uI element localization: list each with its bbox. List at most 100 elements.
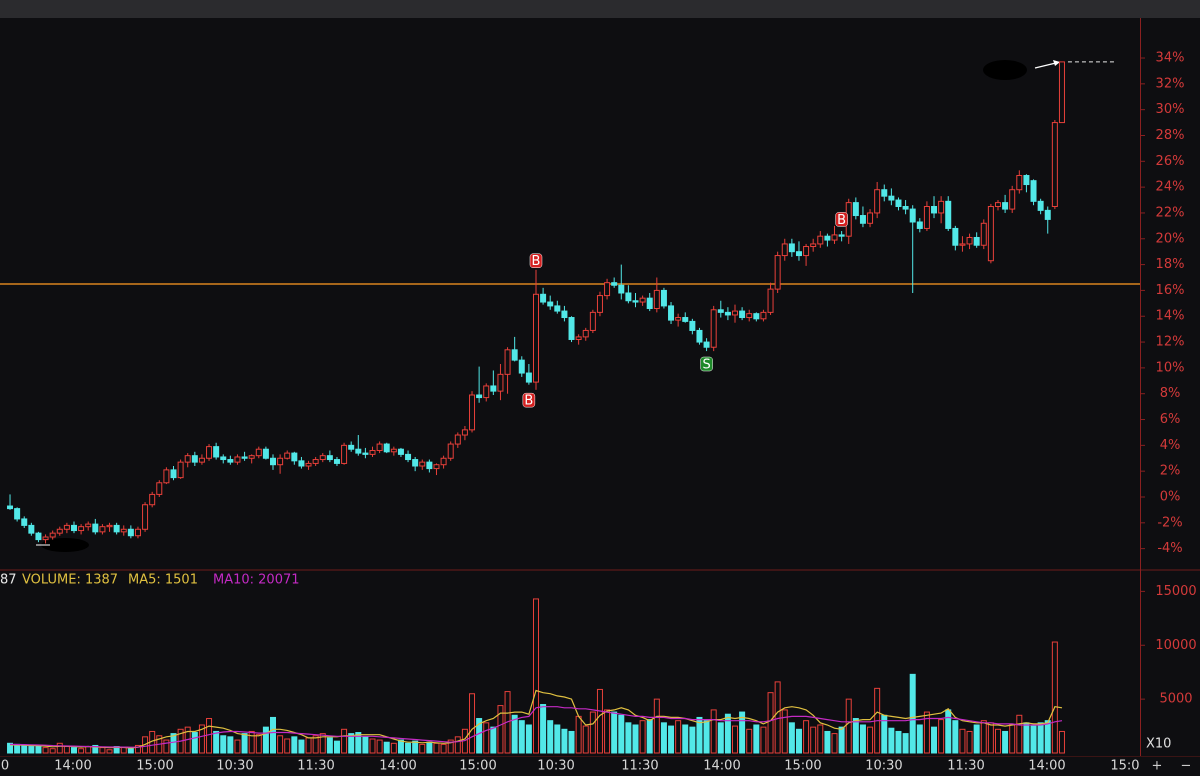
volume-bar	[867, 726, 874, 754]
volume-bar	[433, 742, 440, 754]
volume-bar	[56, 742, 63, 754]
y-tick-label: 32%	[1156, 76, 1185, 91]
y-tick-label: 24%	[1156, 180, 1185, 195]
candle-body	[824, 235, 831, 241]
candle-body	[739, 310, 746, 319]
volume-bar	[611, 711, 618, 754]
volume-bar	[916, 724, 923, 754]
y-tick-label: 20%	[1156, 231, 1185, 246]
x-tick-label: 10:30	[865, 759, 902, 774]
candle-body	[724, 311, 731, 316]
candle-body	[312, 459, 319, 464]
volume-unit: X10	[1146, 737, 1171, 752]
volume-bar	[284, 738, 291, 754]
volume-bar	[952, 720, 959, 754]
candle-body	[92, 523, 99, 533]
candle-body	[931, 205, 938, 214]
candle-body	[867, 212, 874, 224]
candle-body	[21, 518, 28, 526]
price-arrow-head	[1053, 60, 1060, 66]
candle-body	[1023, 175, 1030, 186]
x-tick-label: 11:30	[297, 759, 334, 774]
volume-bar	[575, 715, 582, 754]
y-tick-label: 0%	[1160, 489, 1181, 504]
candle-body	[262, 448, 269, 459]
volume-bar	[689, 726, 696, 754]
trade-marker-label: B	[524, 394, 533, 409]
candle-body	[938, 200, 945, 214]
trade-marker	[700, 356, 713, 372]
volume-bar	[14, 743, 21, 754]
candle-body	[1058, 61, 1065, 124]
candle-body	[390, 448, 397, 453]
volume-bar	[852, 718, 859, 754]
candle-body	[7, 505, 14, 510]
moving-average-line	[9, 706, 1063, 748]
volume-bar	[248, 730, 255, 754]
volume-bar	[355, 732, 362, 754]
volume-bar	[895, 730, 902, 754]
candle-body	[859, 215, 866, 224]
candle-body	[831, 234, 838, 241]
candle-body	[568, 317, 575, 340]
candle-body	[547, 301, 554, 307]
volume-bar	[440, 743, 447, 754]
volume-bar	[746, 728, 753, 754]
candle-body	[916, 221, 923, 229]
candle-body	[369, 450, 376, 455]
volume-bar	[625, 722, 632, 754]
volume-bar	[1051, 641, 1058, 754]
candle-body	[817, 235, 824, 245]
candle-body	[696, 329, 703, 343]
trade-marker	[835, 212, 848, 227]
candle-body	[504, 349, 511, 375]
candle-body	[348, 444, 355, 450]
x-tick-label: 14:00	[703, 759, 740, 774]
candle-body	[1002, 202, 1009, 210]
candle-body	[78, 526, 85, 532]
candle-body	[99, 526, 106, 533]
candle-body	[895, 199, 902, 207]
candle-body	[454, 434, 461, 445]
volume-bar	[639, 720, 646, 754]
x-tick-label: 11:30	[947, 759, 984, 774]
volume-bar	[923, 711, 930, 754]
candle-body	[795, 251, 802, 257]
volume-bar	[909, 673, 916, 754]
volume-bar	[7, 742, 14, 754]
volume-bar	[255, 734, 262, 754]
candle-body	[248, 455, 255, 459]
candle-body	[326, 455, 333, 461]
volume-bar	[447, 739, 454, 754]
candle-body	[959, 243, 966, 246]
candle-body	[49, 532, 56, 538]
volume-bar	[959, 728, 966, 754]
y-tick-label: 18%	[1156, 257, 1185, 272]
candle-body	[461, 429, 468, 436]
candle-body	[397, 448, 404, 455]
candle-body	[85, 523, 92, 528]
zoom-in-button[interactable]: +	[1152, 759, 1163, 774]
candle-body	[582, 329, 589, 338]
volume-bar	[35, 744, 42, 754]
volume-bar	[739, 711, 746, 754]
candle-body	[653, 289, 660, 309]
candle-body	[774, 255, 781, 290]
candle-body	[1037, 200, 1044, 211]
zoom-out-button[interactable]: −	[1181, 759, 1192, 774]
candle-body	[206, 446, 213, 459]
candle-body	[717, 309, 724, 313]
x-tick-label: 15:00	[459, 759, 496, 774]
volume-bar	[419, 743, 426, 754]
volume-bar	[945, 709, 952, 754]
y-tick-label: -2%	[1157, 515, 1182, 530]
candle-body	[149, 493, 156, 506]
top-bar	[0, 0, 1200, 18]
y-tick-label: 15000	[1155, 584, 1196, 599]
volume-bar	[134, 744, 141, 754]
volume-bar	[241, 733, 248, 754]
candle-body	[987, 205, 994, 262]
candle-body	[788, 243, 795, 253]
candle-body	[732, 310, 739, 316]
